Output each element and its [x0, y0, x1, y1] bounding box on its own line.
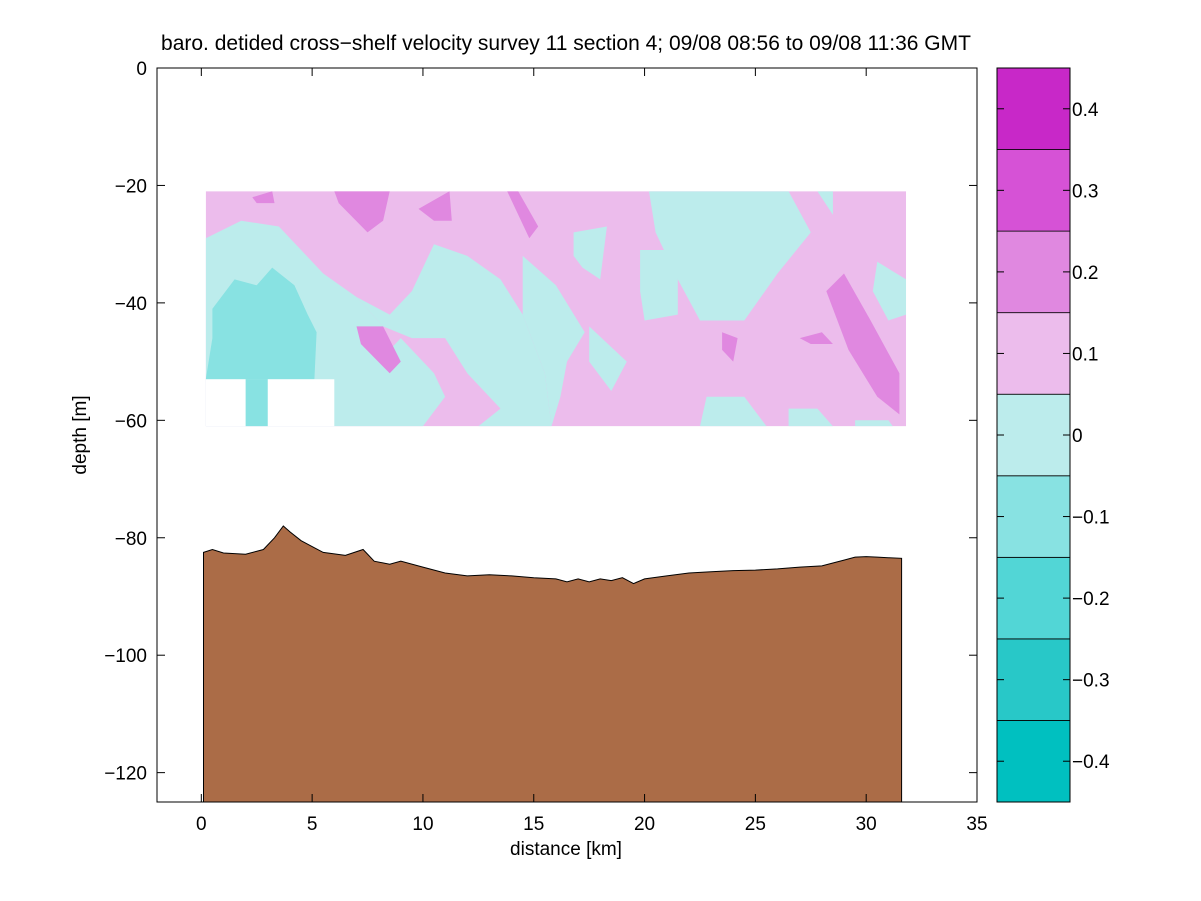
contour-region	[252, 191, 275, 204]
colorbar-tick-label: −0.3	[1072, 671, 1110, 692]
contour-region	[788, 408, 833, 427]
y-tick-label: −20	[115, 176, 147, 197]
contour-region	[817, 191, 833, 215]
colorbar-tick-label: −0.4	[1072, 752, 1110, 773]
contour-region	[640, 250, 678, 321]
colorbar-swatch	[996, 393, 1071, 477]
y-tick-label: −60	[115, 411, 147, 432]
contour-region	[245, 379, 268, 427]
contour-fill-group	[205, 191, 907, 427]
colorbar-swatch	[996, 475, 1071, 558]
contour-region	[507, 191, 539, 239]
no-data-region	[205, 379, 246, 427]
colorbar-swatch	[996, 312, 1071, 395]
colorbar-swatch	[996, 720, 1071, 803]
colorbar-swatch	[996, 149, 1071, 232]
x-tick-label: 35	[966, 814, 987, 835]
colorbar-tick-label: 0.2	[1072, 263, 1098, 284]
axes-frame	[156, 67, 978, 803]
colorbar-swatch	[996, 67, 1071, 150]
colorbar: 0.4 0.3 0.2 0.1 0 −0.1 −0.2 −0.3 −0.4	[996, 67, 1110, 803]
y-axis-label: depth [m]	[70, 395, 91, 474]
y-tick-label: −120	[104, 764, 147, 785]
contour-plot-area: 0 5 10 15 20 25 30 35 0 −20 −40 −60 −80 −100 −120	[104, 59, 987, 835]
y-tick-label: 0	[136, 59, 147, 80]
bathymetry-seafloor	[203, 525, 903, 803]
colorbar-tick-label: 0.3	[1072, 181, 1098, 202]
y-tick-label: −80	[115, 529, 147, 550]
colorbar-swatch	[996, 556, 1071, 640]
contour-region	[356, 244, 552, 427]
x-tick-label: 5	[307, 814, 318, 835]
contour-region	[872, 261, 907, 321]
y-tick-label: −100	[104, 646, 147, 667]
colorbar-swatch	[996, 638, 1071, 721]
x-tick-label: 10	[412, 814, 433, 835]
colorbar-tick-label: 0.4	[1072, 100, 1099, 121]
contour-region	[722, 332, 738, 362]
colorbar-tick-label: 0.1	[1072, 344, 1098, 365]
contour-region	[589, 326, 627, 391]
colorbar-tick-label: −0.1	[1072, 508, 1110, 529]
contour-region	[356, 326, 401, 374]
x-axis-label: distance [km]	[510, 839, 622, 860]
x-tick-label: 20	[634, 814, 655, 835]
contour-region	[826, 273, 900, 415]
contour-region	[522, 255, 585, 427]
x-tick-label: 25	[745, 814, 766, 835]
x-tick-label: 0	[196, 814, 207, 835]
contour-region	[418, 191, 452, 221]
contour-region	[855, 420, 893, 427]
contour-region	[205, 267, 317, 380]
contour-region	[799, 332, 833, 344]
contour-region	[334, 191, 390, 233]
y-tick-label: −40	[115, 294, 147, 315]
chart-title: baro. detided cross−shelf velocity surve…	[161, 32, 971, 55]
contour-region	[573, 226, 607, 280]
contour-region	[700, 396, 767, 427]
colorbar-tick-label: −0.2	[1072, 589, 1110, 610]
colorbar-swatch	[996, 230, 1071, 314]
contour-region	[649, 191, 811, 321]
no-data-region	[267, 379, 335, 427]
x-tick-label: 30	[856, 814, 877, 835]
colorbar-tick-label: 0	[1072, 426, 1083, 447]
x-tick-label: 15	[523, 814, 544, 835]
